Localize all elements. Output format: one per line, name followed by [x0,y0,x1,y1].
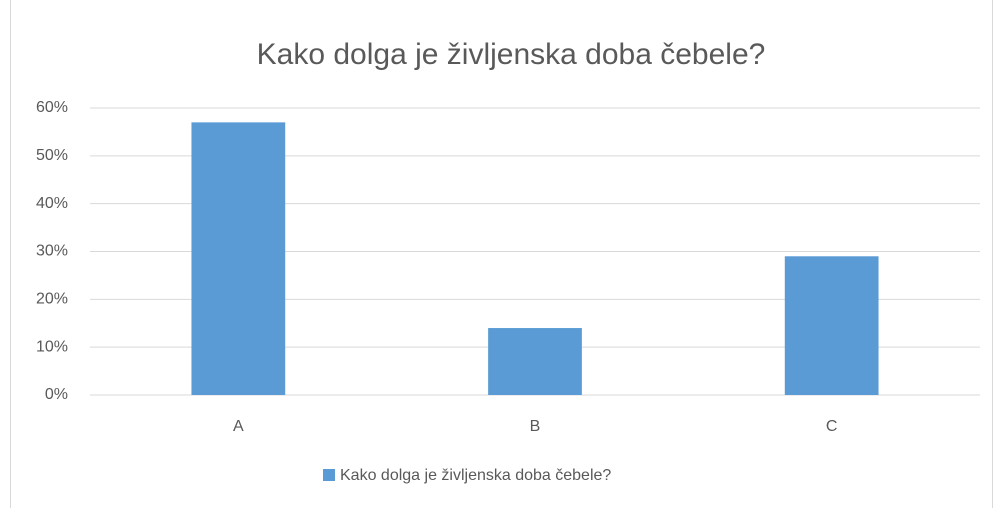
legend-swatch [323,469,335,481]
y-tick-label: 0% [45,386,68,403]
x-tick-label: B [530,418,541,435]
y-tick-label: 60% [36,99,68,116]
y-tick-label: 30% [36,243,68,260]
chart-border [10,0,993,508]
bar [488,328,582,395]
x-tick-label: C [826,418,838,435]
bar [191,122,286,395]
y-tick-label: 20% [36,291,68,308]
legend-label: Kako dolga je življenska doba čebele? [340,467,611,484]
x-tick-label: A [233,418,244,435]
y-tick-label: 40% [36,195,68,212]
chart-title: Kako dolga je življenska doba čebele? [257,38,766,71]
y-tick-label: 50% [36,147,68,164]
bar [784,256,879,395]
y-tick-label: 10% [36,338,68,355]
